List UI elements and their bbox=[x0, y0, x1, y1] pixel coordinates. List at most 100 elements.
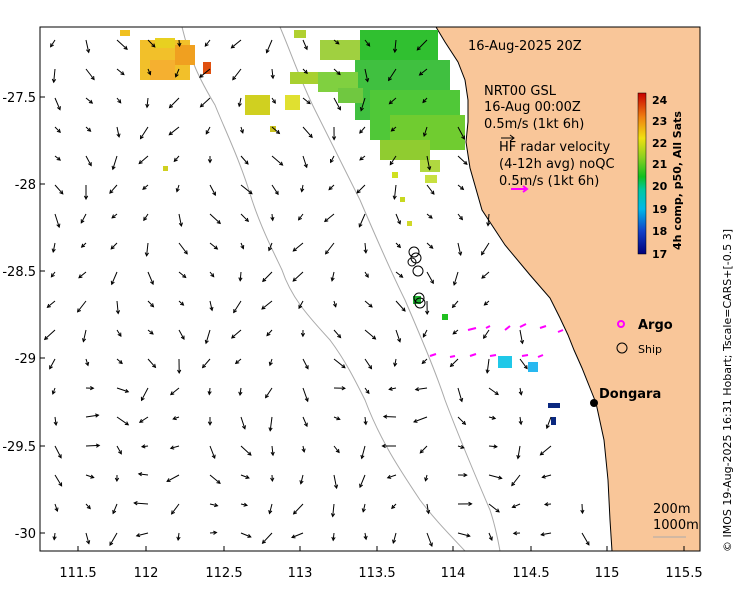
gsl-current-arrows bbox=[43, 39, 590, 547]
current-arrow bbox=[519, 329, 523, 344]
current-arrow-head bbox=[244, 217, 250, 223]
current-arrow-head bbox=[170, 510, 176, 515]
current-arrow-head bbox=[216, 479, 221, 484]
current-arrow-head bbox=[262, 277, 267, 283]
current-arrow bbox=[85, 39, 90, 53]
current-arrow-head bbox=[205, 130, 210, 135]
current-arrow bbox=[362, 503, 366, 512]
current-arrow bbox=[47, 300, 56, 308]
current-arrow bbox=[266, 39, 273, 53]
current-arrow-head bbox=[241, 425, 246, 430]
current-arrow bbox=[387, 474, 397, 479]
current-arrow-head bbox=[541, 474, 546, 479]
current-arrow-head bbox=[243, 502, 249, 507]
current-arrow bbox=[112, 155, 118, 170]
y-tick-label: -29 bbox=[15, 352, 36, 367]
current-arrow bbox=[457, 213, 463, 220]
current-arrow bbox=[54, 445, 62, 459]
current-arrow bbox=[54, 184, 64, 195]
current-arrow-head bbox=[173, 157, 178, 163]
current-arrow-head bbox=[89, 386, 95, 391]
current-arrow bbox=[85, 474, 94, 479]
current-arrow-head bbox=[268, 246, 273, 252]
x-tick-label: 112.5 bbox=[205, 566, 242, 581]
current-arrow-head bbox=[337, 334, 342, 339]
current-arrow-head bbox=[511, 504, 516, 509]
current-arrow bbox=[395, 271, 403, 278]
current-arrow bbox=[519, 387, 522, 395]
current-arrow bbox=[359, 474, 366, 488]
current-arrow-head bbox=[270, 216, 275, 222]
current-arrow-head bbox=[234, 360, 240, 365]
argo-label: Argo bbox=[638, 318, 673, 333]
current-arrow-head bbox=[397, 220, 401, 225]
current-arrow bbox=[581, 532, 590, 546]
current-arrow-head bbox=[359, 129, 364, 134]
colorbar-tick: 19 bbox=[652, 203, 667, 216]
current-arrow-head bbox=[308, 133, 313, 139]
current-arrow-head bbox=[580, 509, 585, 515]
current-arrow bbox=[178, 271, 187, 278]
current-arrow bbox=[143, 213, 149, 221]
current-arrow bbox=[239, 271, 242, 281]
current-arrow bbox=[231, 39, 242, 49]
current-arrow-head bbox=[56, 223, 61, 229]
current-arrow-head bbox=[85, 361, 90, 367]
isobath-200m bbox=[279, 27, 501, 551]
current-arrow-head bbox=[512, 531, 518, 536]
current-arrow bbox=[395, 300, 406, 312]
symbol-legend: Argo Ship bbox=[616, 318, 673, 356]
current-arrow-head bbox=[232, 76, 237, 81]
current-arrow-head bbox=[270, 451, 275, 457]
current-arrow bbox=[209, 445, 216, 459]
current-arrow bbox=[235, 358, 242, 364]
current-arrow-head bbox=[244, 160, 249, 165]
current-arrow-head bbox=[238, 277, 243, 282]
current-arrow-head bbox=[323, 218, 329, 223]
current-arrow-head bbox=[124, 388, 130, 393]
y-tick-label: -28.5 bbox=[2, 265, 36, 280]
current-arrow bbox=[85, 97, 93, 104]
current-arrow-head bbox=[328, 186, 333, 191]
current-arrow bbox=[53, 68, 56, 83]
current-arrow bbox=[333, 68, 341, 75]
current-arrow bbox=[395, 329, 401, 342]
current-arrow-head bbox=[265, 49, 270, 54]
current-arrow bbox=[170, 387, 180, 395]
current-arrow bbox=[205, 126, 211, 135]
y-tick-label: -29.5 bbox=[2, 440, 36, 455]
current-arrow-head bbox=[494, 391, 499, 396]
current-arrow-head bbox=[112, 509, 117, 515]
current-arrow bbox=[78, 271, 87, 279]
current-arrow bbox=[453, 271, 459, 286]
current-arrow bbox=[517, 445, 521, 459]
current-arrow-head bbox=[463, 160, 468, 166]
current-arrow bbox=[54, 155, 61, 161]
current-arrow bbox=[80, 213, 87, 224]
current-arrow bbox=[271, 213, 274, 221]
x-tick-label: 114 bbox=[441, 566, 466, 581]
current-arrow bbox=[177, 532, 180, 541]
current-arrow bbox=[138, 155, 149, 164]
current-arrow-head bbox=[207, 159, 213, 164]
current-arrow bbox=[519, 416, 522, 425]
current-arrow-head bbox=[114, 477, 120, 483]
current-arrow-head bbox=[458, 216, 464, 221]
current-arrow-head bbox=[137, 472, 143, 477]
current-arrow bbox=[82, 329, 87, 342]
current-arrow-head bbox=[265, 394, 269, 399]
current-arrow-head bbox=[365, 389, 370, 395]
current-arrow-head bbox=[300, 332, 306, 338]
current-arrow bbox=[140, 126, 149, 139]
current-arrow-head bbox=[360, 454, 365, 460]
current-arrow bbox=[421, 358, 428, 364]
isobath-1000m-label: 1000m bbox=[653, 518, 699, 533]
plot-frame bbox=[39, 26, 701, 552]
current-arrow bbox=[457, 184, 464, 190]
current-arrow bbox=[110, 242, 118, 250]
current-arrow bbox=[141, 387, 149, 401]
current-arrow bbox=[360, 97, 366, 111]
current-arrow-head bbox=[413, 418, 418, 423]
current-arrow bbox=[383, 416, 397, 418]
current-arrow bbox=[85, 68, 95, 80]
